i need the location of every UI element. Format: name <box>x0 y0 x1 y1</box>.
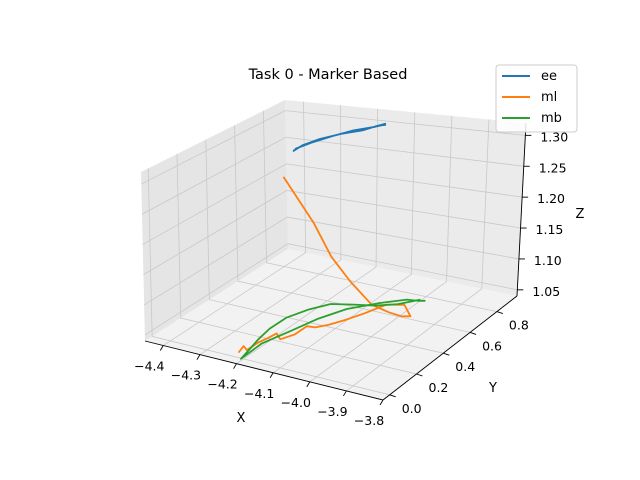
x-tick-label-1: −4.3 <box>171 368 201 383</box>
chart-title: Task 0 - Marker Based <box>248 67 408 83</box>
x-tick-5 <box>343 391 346 396</box>
x-tick-1 <box>197 355 200 360</box>
x-tick-label-2: −4.2 <box>207 377 237 392</box>
legend-label-ee: ee <box>541 69 557 84</box>
x-tick-label-3: −4.1 <box>244 386 274 401</box>
x-tick-0 <box>160 346 163 351</box>
y-tick-label-0: 0.0 <box>402 401 422 416</box>
z-axis-label: Z <box>576 207 585 222</box>
y-axis-label: Y <box>488 381 497 396</box>
y-tick-1 <box>417 374 423 376</box>
x-tick-3 <box>270 373 273 378</box>
x-axis-label: X <box>237 411 246 426</box>
x-tick-label-0: −4.4 <box>134 359 164 374</box>
x-tick-4 <box>307 382 310 387</box>
z-tick-label-1: 1.10 <box>534 253 562 268</box>
legend: ee ml mb <box>496 65 577 132</box>
legend-label-mb: mb <box>541 111 562 126</box>
y-tick-label-2: 0.4 <box>455 359 475 374</box>
y-tick-3 <box>470 332 476 334</box>
y-tick-label-1: 0.2 <box>429 380 449 395</box>
x-tick-2 <box>234 364 237 369</box>
y-tick-label-4: 0.8 <box>509 318 529 333</box>
y-tick-4 <box>497 312 503 314</box>
x-tick-label-6: −3.8 <box>354 413 384 428</box>
x-tick-label-4: −4.0 <box>281 395 311 410</box>
legend-label-ml: ml <box>541 90 557 105</box>
z-tick-label-4: 1.25 <box>539 160 567 175</box>
y-tick-2 <box>443 353 449 355</box>
z-tick-label-3: 1.20 <box>537 191 565 206</box>
z-tick-label-2: 1.15 <box>536 222 564 237</box>
y-tick-0 <box>390 395 396 397</box>
y-tick-label-3: 0.6 <box>482 338 502 353</box>
x-tick-label-5: −3.9 <box>317 404 347 419</box>
z-tick-label-0: 1.05 <box>532 284 560 299</box>
x-tick-6 <box>380 400 383 405</box>
